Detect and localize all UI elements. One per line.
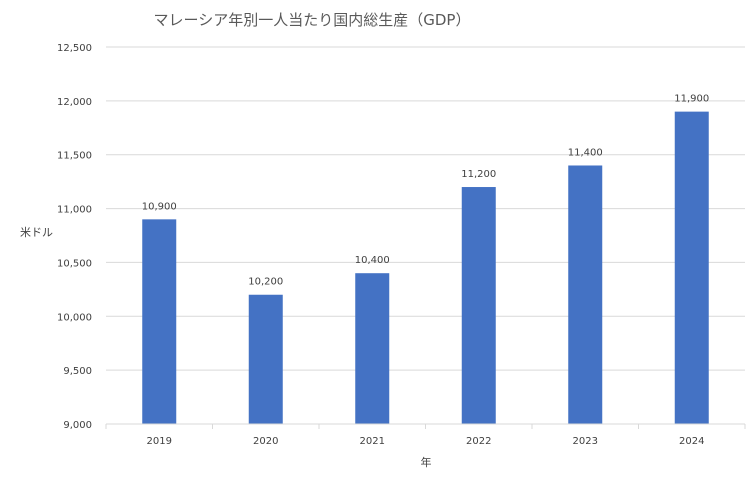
chart-title: マレーシア年別一人当たり国内総生産（GDP） [154, 11, 471, 29]
x-axis-ticks: 2019 2020 2021 2022 2023 2024 [105, 424, 746, 447]
y-axis-title: 米ドル [20, 226, 53, 239]
x-tick-label: 2020 [253, 436, 278, 447]
bars [142, 111, 709, 424]
y-tick-label: 12,500 [57, 43, 92, 54]
bar-2023 [568, 165, 603, 424]
y-tick-label: 9,000 [63, 420, 92, 431]
y-tick-label: 11,500 [57, 151, 92, 162]
y-tick-label: 10,000 [57, 312, 92, 323]
y-tick-label: 11,000 [57, 205, 92, 216]
data-label-2019: 10,900 [142, 201, 177, 212]
data-labels: 10,900 10,200 10,400 11,200 11,400 11,900 [142, 94, 710, 288]
x-tick-label: 2022 [466, 436, 491, 447]
data-label-2021: 10,400 [355, 255, 390, 266]
y-tick-label: 12,000 [57, 97, 92, 108]
y-tick-label: 10,500 [57, 258, 92, 269]
x-tick-label: 2019 [147, 436, 172, 447]
x-axis-title: 年 [421, 455, 432, 469]
bar-2020 [248, 294, 283, 424]
bar-2021 [355, 273, 390, 424]
data-label-2022: 11,200 [461, 169, 496, 180]
x-tick-label: 2023 [573, 436, 598, 447]
x-tick-label: 2024 [679, 436, 704, 447]
data-label-2020: 10,200 [248, 277, 283, 288]
bar-2022 [461, 187, 496, 424]
y-axis-ticks: 9,000 9,500 10,000 10,500 11,000 11,500 12,000… [57, 43, 92, 431]
x-tick-label: 2021 [360, 436, 385, 447]
bar-2019 [142, 219, 177, 424]
data-label-2024: 11,900 [674, 94, 709, 105]
y-tick-label: 9,500 [63, 366, 92, 377]
bar-2024 [674, 111, 709, 424]
data-label-2023: 11,400 [568, 147, 603, 158]
gridlines [106, 46, 745, 371]
